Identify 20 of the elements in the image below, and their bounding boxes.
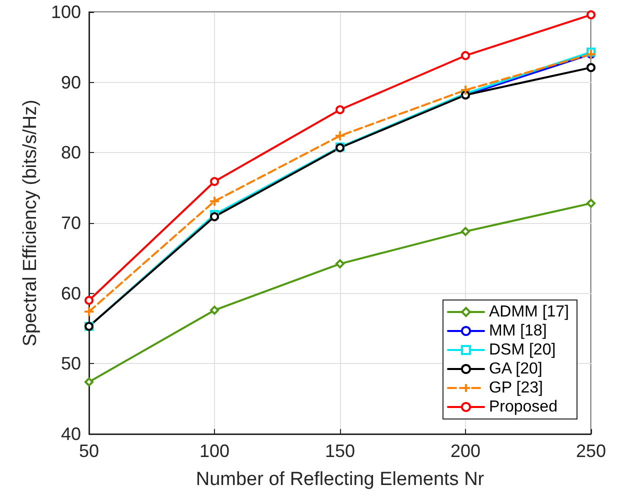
y-tick-label: 50 <box>60 354 81 374</box>
x-tick-label: 100 <box>199 441 230 461</box>
y-tick-label: 60 <box>60 283 81 304</box>
legend-label: DSM [20] <box>488 342 556 358</box>
x-tick-label: 150 <box>324 441 356 461</box>
y-axis-title: Spectral Efficiency (bits/s/Hz) <box>20 100 42 346</box>
legend-label: ADMM [17] <box>488 304 569 320</box>
x-tick-label: 250 <box>576 441 606 461</box>
y-tick-label: 100 <box>50 2 81 22</box>
legend-label: GP [23] <box>488 380 543 396</box>
y-tick-label: 80 <box>60 142 81 163</box>
y-tick-label: 70 <box>60 213 81 233</box>
legend-label: Proposed <box>488 398 558 416</box>
legend-label: GA [20] <box>488 360 542 378</box>
y-tick-label: 90 <box>60 72 81 92</box>
legend-label: MM [18] <box>488 322 547 340</box>
x-tick-label: 200 <box>450 441 481 461</box>
x-tick-label: 50 <box>78 441 100 461</box>
y-tick-label: 40 <box>60 424 81 444</box>
x-axis-title: Number of Reflecting Elements Nr <box>196 469 485 490</box>
